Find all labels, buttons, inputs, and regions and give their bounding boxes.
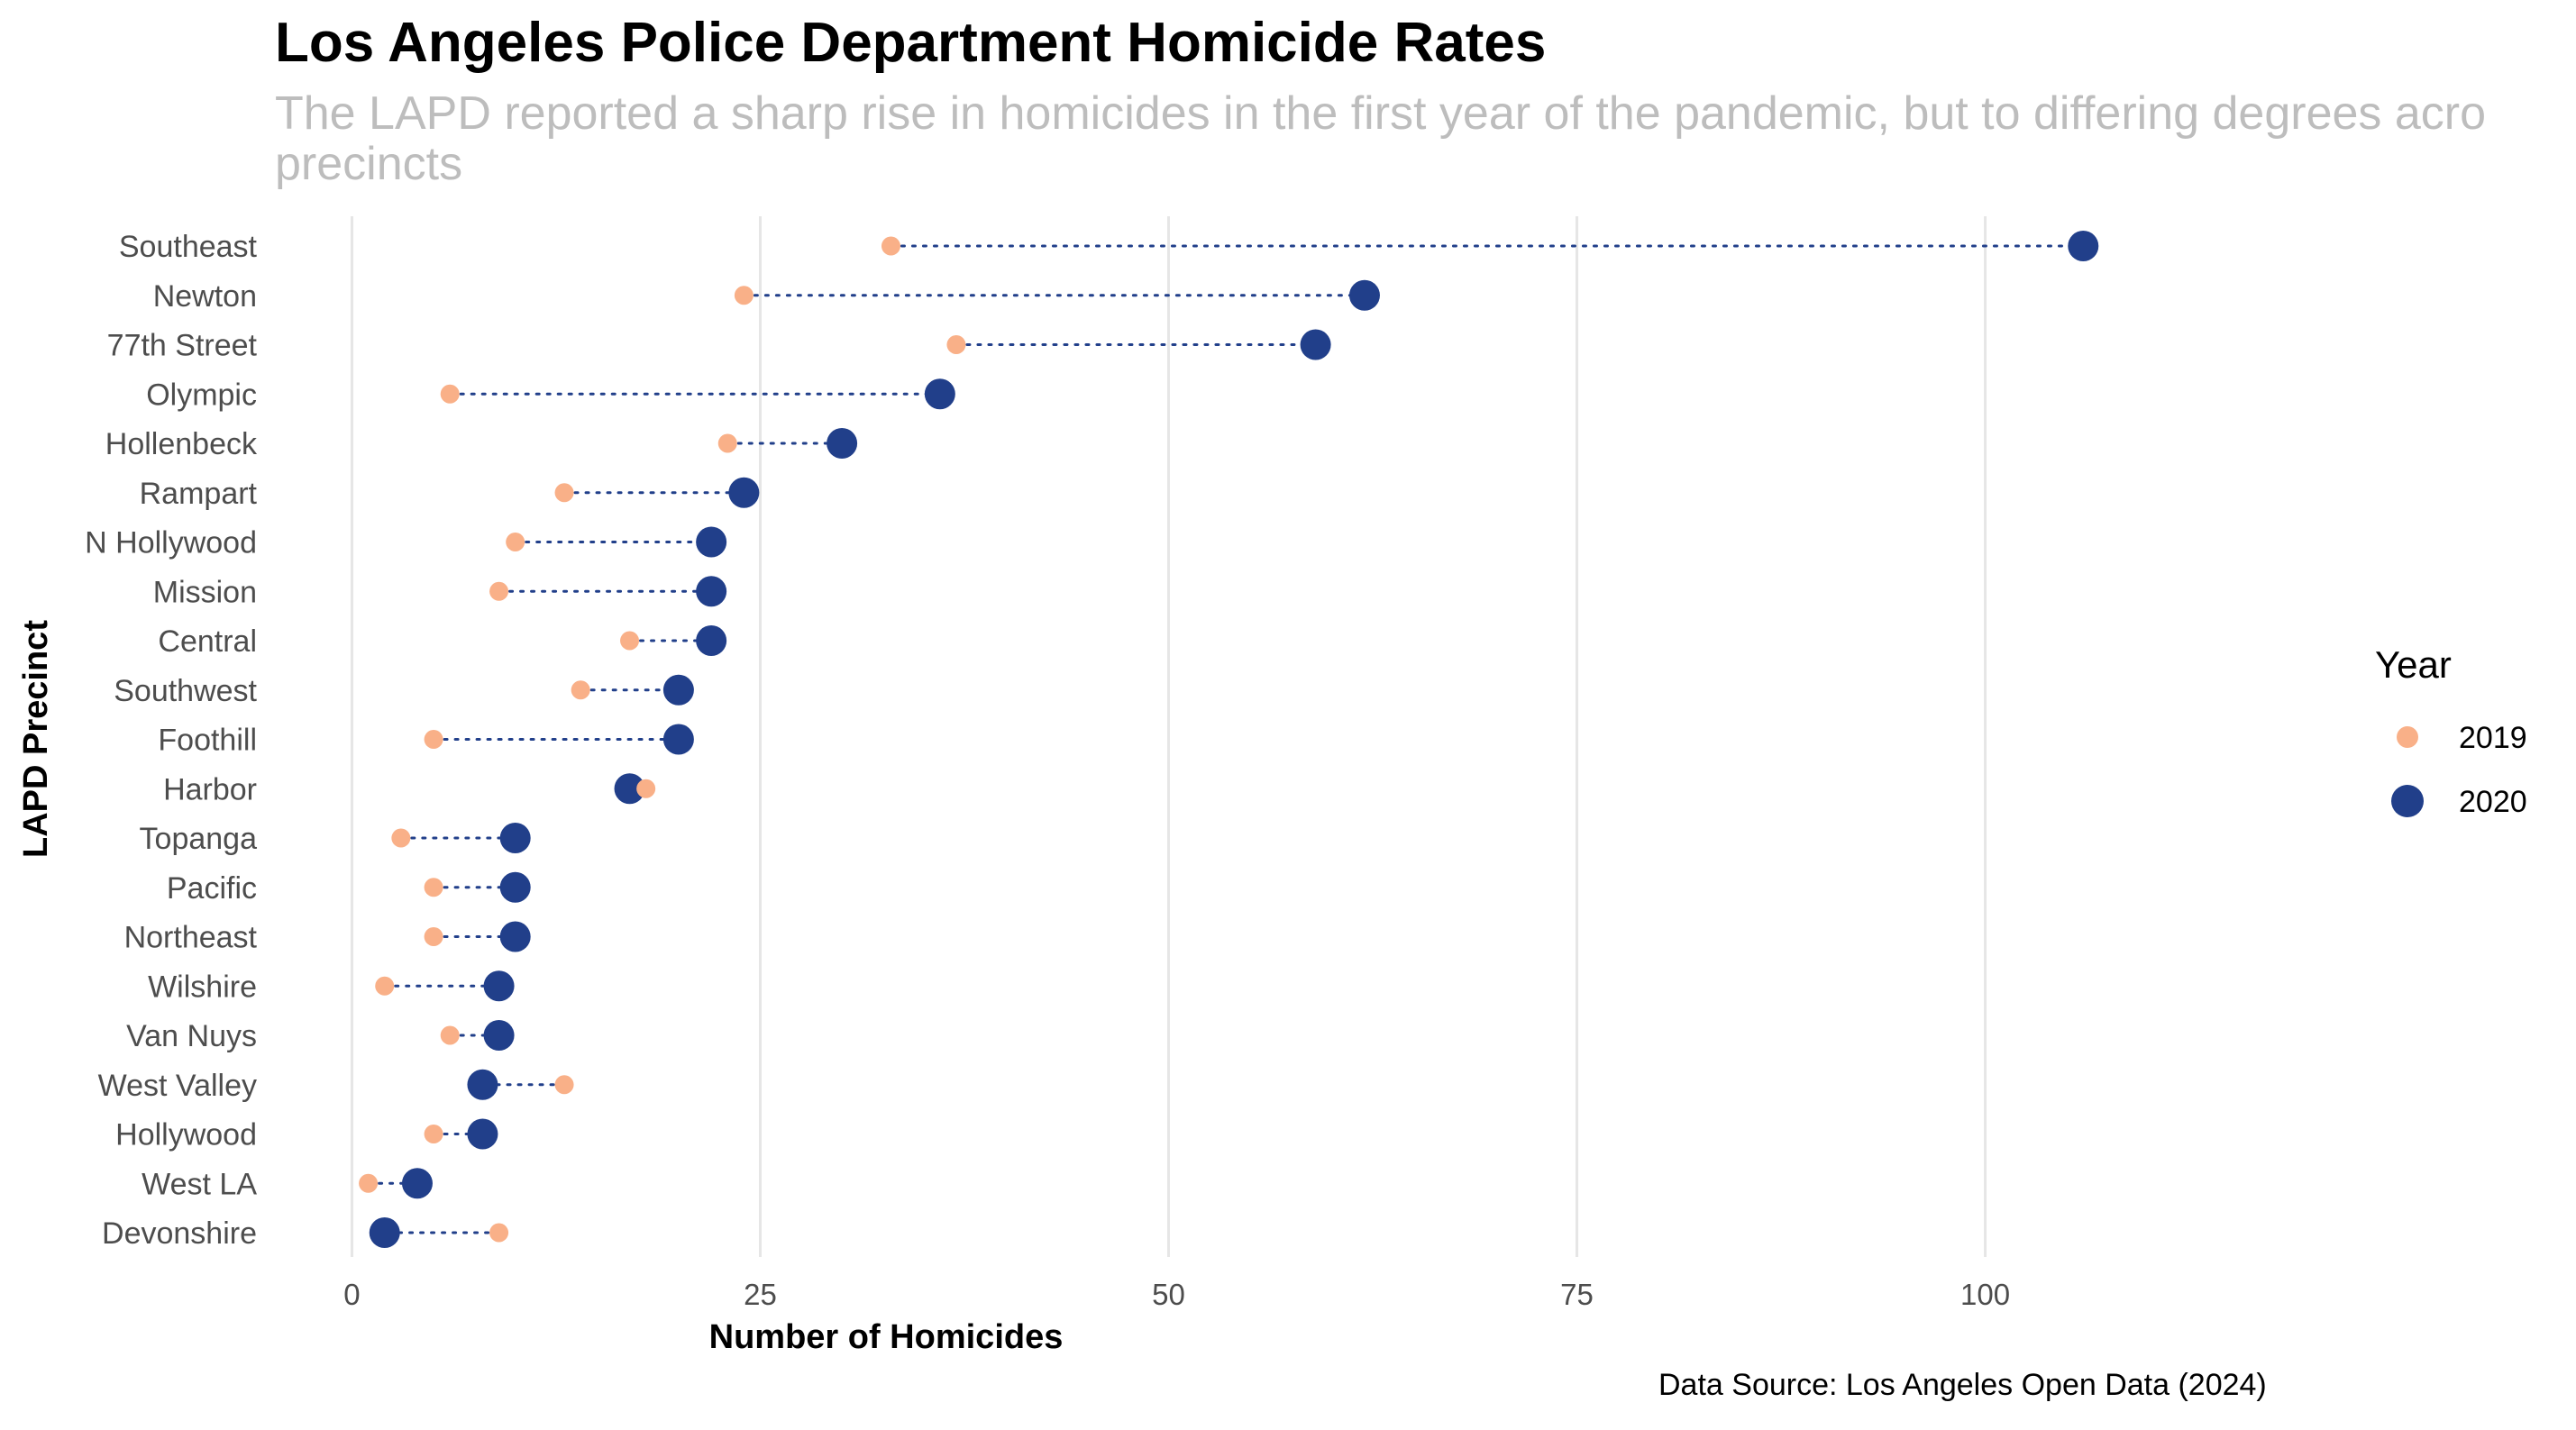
legend-label-2019: 2019: [2459, 721, 2527, 755]
y-tick-label: Harbor: [163, 772, 257, 806]
x-tick-label: 0: [343, 1278, 360, 1311]
y-tick-label: Rampart: [140, 477, 258, 511]
point-2020: [614, 773, 645, 805]
legend-key-2019: [2397, 726, 2418, 748]
y-tick-label: Foothill: [158, 724, 257, 758]
point-2020: [483, 970, 515, 1002]
point-2019: [554, 483, 574, 503]
point-2019: [424, 878, 443, 897]
point-layer: [359, 231, 2099, 1248]
point-2020: [662, 674, 694, 706]
x-tick-label: 75: [1560, 1278, 1594, 1311]
y-tick-label: Hollywood: [115, 1118, 257, 1152]
x-axis-label: Number of Homicides: [709, 1318, 1064, 1356]
legend-title: Year: [2375, 643, 2452, 686]
point-2020: [369, 1217, 400, 1248]
point-2019: [440, 384, 460, 404]
point-2019: [489, 581, 509, 601]
x-tick-labels: 0 25 50 75 100: [343, 1278, 2010, 1311]
point-2020: [467, 1069, 498, 1100]
point-2019: [717, 433, 737, 453]
legend-key-2020: [2391, 785, 2424, 817]
y-tick-labels: Southeast Newton 77th Street Olympic Hollenb…: [85, 230, 258, 1251]
point-2019: [391, 828, 411, 848]
point-2020: [728, 477, 760, 508]
y-tick-label: Central: [158, 624, 257, 659]
point-2020: [924, 378, 955, 410]
point-2019: [424, 927, 443, 946]
chart-subtitle-line-1: The LAPD reported a sharp rise in homici…: [275, 88, 2487, 140]
point-2019: [424, 1125, 443, 1143]
chart-subtitle-line-2: precincts: [275, 138, 463, 190]
connector-layer: [367, 244, 2085, 1234]
point-2020: [696, 526, 727, 558]
y-tick-label: West LA: [142, 1167, 257, 1201]
legend-label-2020: 2020: [2459, 785, 2527, 819]
point-2019: [636, 779, 656, 798]
y-tick-label: Southwest: [114, 674, 257, 708]
point-2019: [734, 286, 754, 305]
point-2020: [401, 1168, 433, 1199]
y-tick-label: Northeast: [124, 921, 258, 955]
point-2020: [467, 1118, 498, 1150]
point-2019: [489, 1223, 509, 1243]
point-2020: [499, 823, 531, 853]
y-tick-label: Hollenbeck: [105, 427, 258, 461]
legend: Year 2019 2020: [2375, 643, 2527, 819]
point-2019: [424, 730, 443, 749]
point-2020: [696, 576, 727, 607]
y-tick-label: Southeast: [119, 230, 258, 264]
point-2019: [375, 976, 395, 996]
x-tick-label: 100: [1960, 1278, 2010, 1311]
y-tick-label: Pacific: [167, 871, 257, 906]
x-tick-label: 50: [1152, 1278, 1185, 1311]
point-2019: [571, 680, 590, 700]
point-2019: [359, 1173, 379, 1193]
y-tick-label: Newton: [153, 279, 257, 314]
chart-caption: Data Source: Los Angeles Open Data (2024…: [1658, 1368, 2267, 1402]
y-tick-label: Van Nuys: [126, 1019, 257, 1053]
point-2020: [827, 428, 858, 459]
point-2020: [499, 921, 531, 952]
y-tick-label: Topanga: [140, 822, 258, 856]
point-2020: [499, 871, 531, 903]
y-tick-label: 77th Street: [107, 329, 258, 363]
y-axis-label: LAPD Precinct: [17, 620, 55, 858]
point-2019: [554, 1075, 574, 1095]
point-2020: [1300, 329, 1331, 360]
x-tick-label: 25: [744, 1278, 777, 1311]
y-tick-label: Mission: [153, 575, 257, 609]
point-2019: [881, 236, 900, 256]
point-2020: [483, 1020, 515, 1051]
point-2020: [2068, 231, 2099, 261]
chart-subtitle: The LAPD reported a sharp rise in homici…: [275, 88, 2576, 196]
y-tick-label: Wilshire: [148, 970, 257, 1004]
y-tick-label: West Valley: [98, 1069, 257, 1103]
y-tick-label: Olympic: [146, 378, 257, 412]
y-tick-label: N Hollywood: [85, 526, 257, 560]
chart-title: Los Angeles Police Department Homicide R…: [275, 12, 1547, 74]
grid-layer: [350, 216, 1987, 1257]
point-2019: [946, 335, 966, 354]
y-tick-label: Devonshire: [102, 1216, 257, 1251]
point-2019: [506, 533, 525, 551]
point-2020: [1348, 279, 1380, 311]
point-2020: [662, 724, 694, 755]
point-2019: [440, 1025, 460, 1045]
point-2019: [620, 631, 640, 651]
point-2020: [696, 625, 727, 656]
